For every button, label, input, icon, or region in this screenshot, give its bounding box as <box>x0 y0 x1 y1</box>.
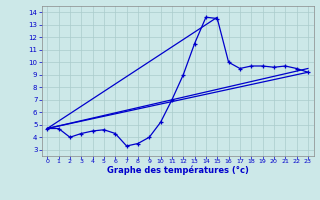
X-axis label: Graphe des températures (°c): Graphe des températures (°c) <box>107 166 249 175</box>
